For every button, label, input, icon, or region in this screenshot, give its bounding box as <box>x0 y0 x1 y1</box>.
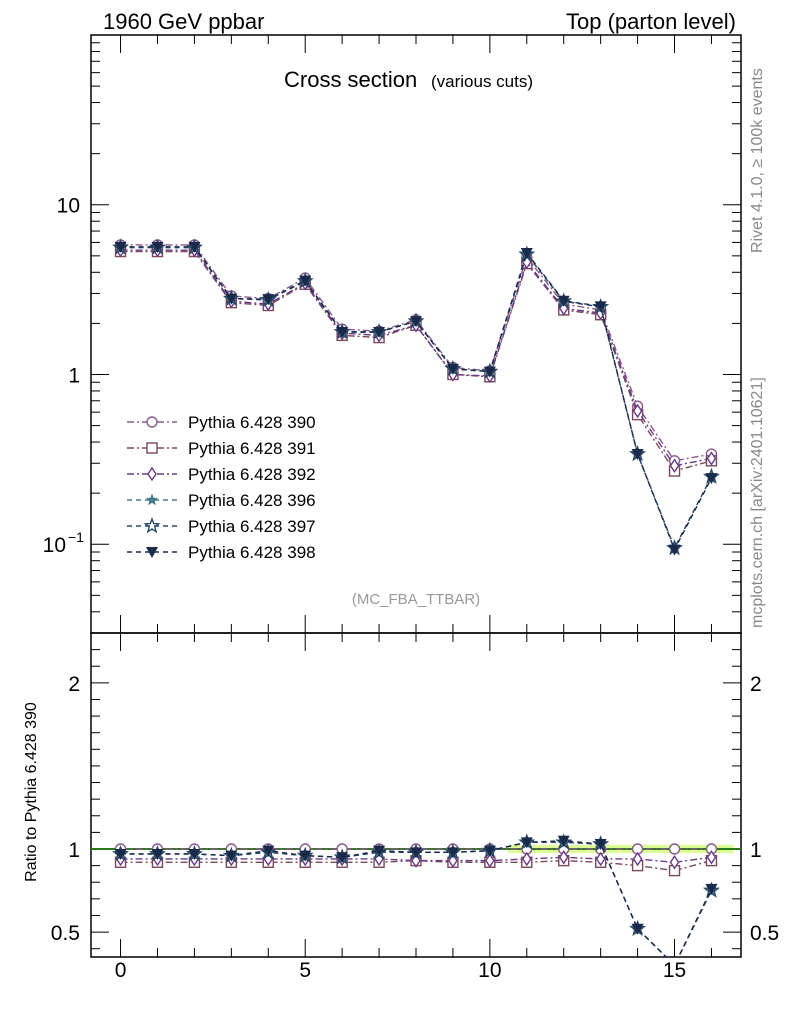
ratio-ytick-label-right: 2 <box>750 673 762 696</box>
ratio-ytick-label-left: 2 <box>68 673 80 696</box>
ratio-point-5-14 <box>631 923 644 935</box>
legend-label-0: Pythia 6.428 390 <box>188 413 316 432</box>
main-point-2-15 <box>669 458 680 474</box>
legend-label-4: Pythia 6.428 397 <box>188 517 316 536</box>
ratio-point-5-10 <box>483 845 496 857</box>
ratio-point-2-10 <box>485 853 495 868</box>
ratio-series-line-5 <box>120 839 713 957</box>
ratio-xtick-label: 5 <box>299 959 311 982</box>
ratio-point-2-12 <box>558 850 569 865</box>
legend-marker-1 <box>146 442 158 454</box>
main-point-5-1 <box>151 241 164 253</box>
ratio-point-2-15 <box>669 855 680 870</box>
ratio-point-5-2 <box>188 848 201 860</box>
main-series-group <box>112 238 720 556</box>
ratio-point-5-1 <box>151 848 164 860</box>
legend-label-1: Pythia 6.428 391 <box>188 439 316 458</box>
main-point-5-11 <box>520 247 533 259</box>
main-point-5-12 <box>557 295 570 307</box>
ratio-point-5-9 <box>446 847 459 859</box>
main-point-2-16 <box>706 451 717 466</box>
ratio-point-0-15 <box>668 843 681 855</box>
main-ytick-exponent: −1 <box>68 529 84 545</box>
main-point-5-2 <box>188 241 201 253</box>
ratio-point-5-3 <box>225 850 238 862</box>
main-series-line-0 <box>120 244 712 462</box>
ratio-point-5-4 <box>262 845 275 857</box>
header-right: Top (parton level) <box>566 9 736 34</box>
ratio-ylabel: Ratio to Pythia 6.428 390 <box>23 702 40 882</box>
main-point-5-16 <box>705 473 718 485</box>
ratio-xtick-label: 15 <box>663 959 686 982</box>
ratio-point-2-9 <box>448 853 458 868</box>
ratio-point-2-11 <box>521 851 532 867</box>
ratio-point-5-11 <box>520 837 533 849</box>
mcplots-label: mcplots.cern.ch [arXiv:2401.10621] <box>749 377 766 628</box>
ratio-point-5-6 <box>336 852 349 864</box>
rivet-label: Rivet 4.1.0, ≥ 100k events <box>749 68 766 253</box>
ratio-point-5-13 <box>594 839 607 851</box>
main-point-5-7 <box>373 326 386 338</box>
ratio-xtick-label: 0 <box>115 959 127 982</box>
main-series-line-2 <box>120 249 712 467</box>
ratio-point-2-14 <box>632 851 643 867</box>
ratio-ytick-label-left: 1 <box>68 839 80 862</box>
ratio-axis-ticks: 0.5 0.5 1 1 2 2 0 5 10 15 <box>51 633 779 982</box>
ratio-series-group <box>91 833 741 957</box>
ratio-point-5-8 <box>410 847 422 859</box>
chart-subtitle: (various cuts) <box>431 72 533 91</box>
legend-label-5: Pythia 6.428 398 <box>188 543 316 562</box>
legend: Pythia 6.428 390 Pythia 6.428 391 Pythia 6… <box>127 413 316 562</box>
main-point-5-10 <box>483 366 496 378</box>
ratio-xtick-label: 10 <box>478 959 501 982</box>
analysis-annotation: (MC_FBA_TTBAR) <box>352 591 480 608</box>
ratio-point-5-0 <box>114 848 127 860</box>
legend-marker-2 <box>147 466 157 482</box>
main-point-5-3 <box>225 293 238 305</box>
legend-marker-0 <box>146 416 158 428</box>
ratio-point-5-5 <box>299 850 312 862</box>
chart-title: Cross section <box>284 67 417 92</box>
main-ytick-label: 10 <box>57 195 80 218</box>
main-point-5-4 <box>262 294 275 306</box>
main-ytick-label: 1 <box>68 364 80 387</box>
ratio-point-5-12 <box>557 835 570 847</box>
legend-marker-3 <box>145 493 159 506</box>
main-point-5-5 <box>299 275 312 287</box>
ratio-point-2-8 <box>411 853 421 868</box>
ratio-ytick-label-left: 0.5 <box>51 922 80 945</box>
main-point-5-8 <box>410 316 422 328</box>
legend-label-3: Pythia 6.428 396 <box>188 491 316 510</box>
main-point-5-14 <box>631 449 644 461</box>
ratio-ytick-label-right: 1 <box>750 839 762 862</box>
ratio-point-2-13 <box>595 851 606 867</box>
main-point-5-15 <box>668 544 681 556</box>
ratio-point-5-7 <box>373 845 386 857</box>
legend-label-2: Pythia 6.428 392 <box>188 465 316 484</box>
main-ytick-label: 10 <box>43 534 66 557</box>
main-point-5-9 <box>446 363 459 375</box>
ratio-point-5-16 <box>705 883 718 895</box>
header-left: 1960 GeV ppbar <box>103 9 264 34</box>
main-point-5-0 <box>114 241 127 253</box>
main-point-5-6 <box>336 326 349 338</box>
ratio-point-2-16 <box>706 850 717 865</box>
main-point-5-13 <box>594 301 607 313</box>
ratio-panel-frame <box>90 632 742 958</box>
ratio-ytick-label-right: 0.5 <box>750 922 779 945</box>
main-point-2-14 <box>632 403 643 419</box>
legend-marker-4 <box>143 517 161 534</box>
legend-marker-5 <box>146 547 158 558</box>
